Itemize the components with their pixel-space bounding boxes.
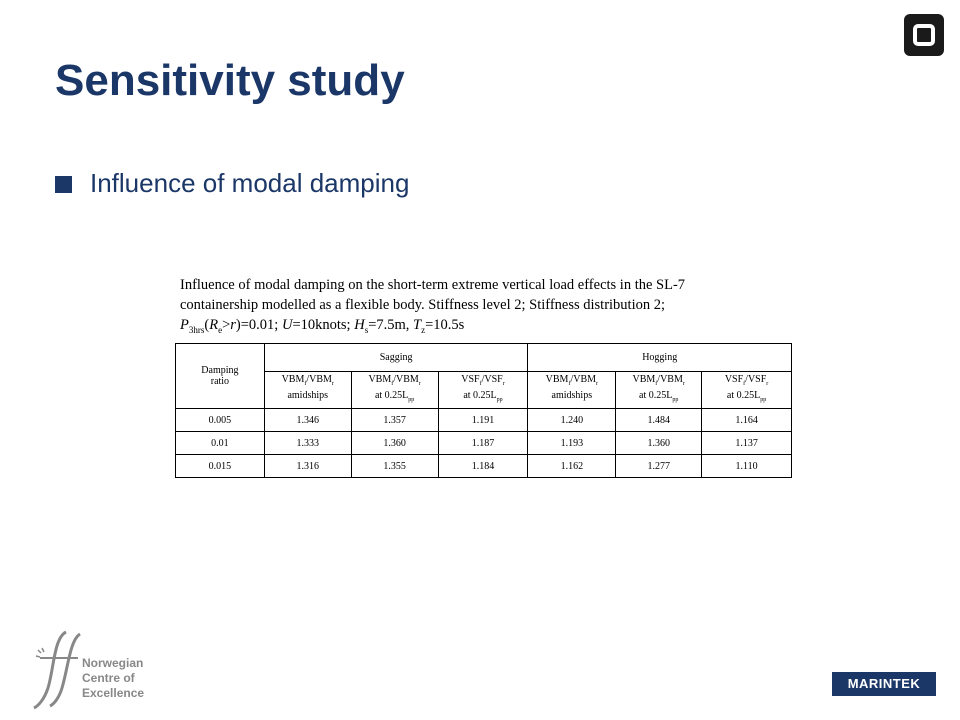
caption-r2: r (230, 317, 236, 333)
table-cell: 1.110 (701, 454, 792, 478)
caption-h: H (354, 317, 365, 333)
caption-p-sub: 3hrs (188, 324, 205, 335)
table-cell: 0.01 (175, 431, 265, 455)
table-cell: 1.484 (615, 408, 703, 432)
caption-r-sub: e (218, 324, 223, 335)
table-cell: 1.191 (437, 408, 529, 432)
footer-line-2: Centre of (82, 671, 135, 685)
caption-u-rest: =10knots; (292, 317, 355, 333)
caption-p: P (180, 317, 189, 333)
hogging-header: Hogging (527, 343, 792, 372)
table-cell: 0.005 (175, 408, 265, 432)
col-header: VBMf/VBMr amidships (527, 371, 617, 409)
table-header-sub-row: VBMf/VBMr amidships VBMf/VBMr at 0.25Lpp V… (176, 371, 792, 409)
col-header: VBMf/VBMr at 0.25Lpp (350, 371, 439, 409)
table-cell: 1.360 (615, 431, 703, 455)
sagging-header: Sagging (263, 343, 529, 372)
footer-line-1: Norwegian (82, 656, 144, 670)
table-cell: 1.184 (437, 454, 529, 478)
caption-gt: > (222, 317, 231, 333)
table-cell: 1.137 (701, 431, 792, 455)
table-caption: Influence of modal damping on the short-… (180, 275, 770, 340)
damping-table: Damping ratio Sagging Hogging VBMf/VBMr a… (175, 343, 792, 478)
caption-paren: ( (204, 317, 210, 333)
table-cell: 1.277 (615, 454, 703, 478)
caption-eq-p: )=0.01; (235, 317, 282, 333)
table-cell: 1.240 (527, 408, 617, 432)
table-cell: 1.360 (350, 431, 439, 455)
col-header: VBMf/VBMr at 0.25Lpp (615, 371, 703, 409)
table-cell: 1.346 (263, 408, 352, 432)
ff-script-icon (33, 630, 82, 710)
col-header: VSFf/VSFr at 0.25Lpp (437, 371, 529, 409)
bullet-text: Influence of modal damping (90, 168, 410, 198)
table-cell: 1.193 (527, 431, 617, 455)
caption-u: U (281, 317, 293, 333)
ntnu-logo-icon (904, 14, 944, 56)
bullet-square-icon (55, 176, 72, 193)
table-cell: 1.316 (263, 454, 352, 478)
caption-t-rest: =10.5s (425, 317, 465, 333)
table-cell: 1.333 (263, 431, 352, 455)
caption-h-sub: s (364, 324, 369, 335)
table-cell: 1.162 (527, 454, 617, 478)
table-cell: 1.187 (437, 431, 529, 455)
table-row: 0.005 1.346 1.357 1.191 1.240 1.484 1.16… (175, 408, 792, 432)
table-row: 0.01 1.333 1.360 1.187 1.193 1.360 1.137 (175, 431, 792, 455)
table-cell: 0.015 (175, 454, 265, 478)
marintek-logo: MARINTEK (832, 672, 936, 696)
footer-line-3: Excellence (82, 686, 145, 700)
caption-t: T (413, 317, 422, 333)
table-cell: 1.355 (350, 454, 439, 478)
caption-h-rest: =7.5m, (368, 317, 414, 333)
col-header: VBMf/VBMr amidships (263, 371, 352, 409)
slide-title: Sensitivity study (55, 56, 405, 105)
caption-t-sub: z (421, 324, 426, 335)
damping-ratio-header: Damping ratio (175, 343, 265, 409)
table-cell: 1.357 (350, 408, 439, 432)
caption-line-1: Influence of modal damping on the short-… (180, 277, 686, 293)
table-row: 0.015 1.316 1.355 1.184 1.162 1.277 1.11… (175, 454, 792, 478)
damping-header-line2: ratio (210, 376, 230, 387)
footer-text: Norwegian Centre of Excellence (82, 656, 144, 701)
caption-line-2: containership modelled as a flexible bod… (180, 297, 666, 313)
table-cell: 1.164 (701, 408, 792, 432)
caption-line-3: P3hrs(Re>r)=0.01; U=10knots; Hs=7.5m, Tz… (180, 315, 770, 340)
logo-ring (913, 24, 935, 46)
damping-header-line1: Damping (201, 365, 239, 376)
col-header: VSFf/VSFr at 0.25Lpp (701, 371, 792, 409)
centre-of-excellence-logo: Norwegian Centre of Excellence (32, 628, 182, 710)
caption-r: R (209, 317, 219, 333)
table-header-group-row: Damping ratio Sagging Hogging (175, 343, 792, 409)
